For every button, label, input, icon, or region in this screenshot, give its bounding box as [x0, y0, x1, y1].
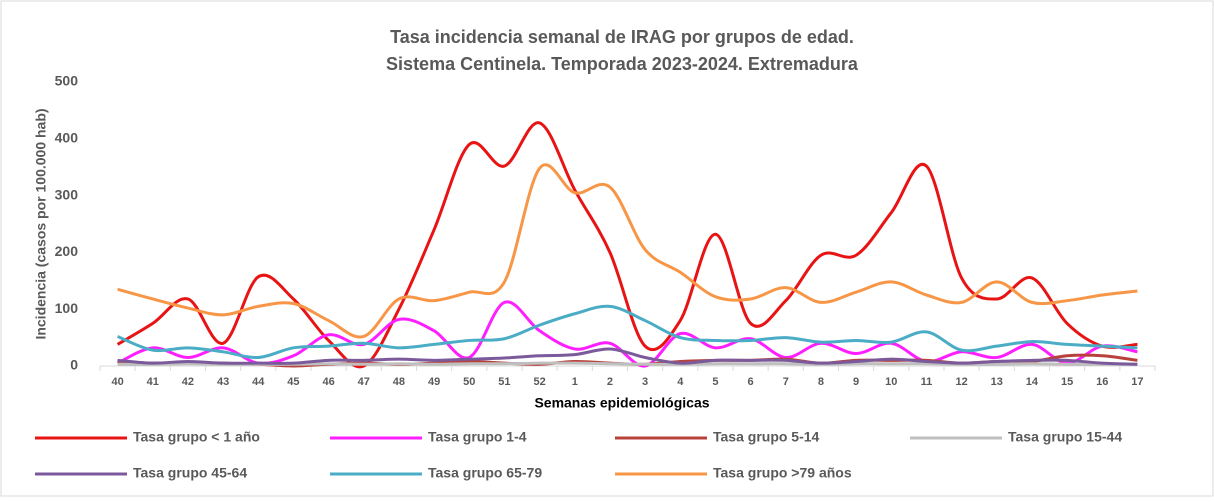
x-tick-label: 43 [217, 376, 229, 388]
series-line [116, 121, 1138, 369]
x-tick-label: 44 [252, 376, 265, 388]
series-line [117, 163, 1138, 339]
x-tick-label: 14 [1026, 376, 1039, 388]
legend-label: Tasa grupo 65-79 [428, 465, 542, 481]
x-tick-label: 3 [642, 376, 648, 388]
y-tick-label: 300 [55, 186, 79, 202]
x-tick-label: 48 [393, 376, 405, 388]
x-tick-label: 4 [677, 376, 684, 388]
x-tick-label: 1 [572, 376, 578, 388]
x-tick-label: 17 [1131, 376, 1143, 388]
x-tick-label: 6 [748, 376, 754, 388]
x-tick-label: 40 [111, 376, 123, 388]
legend-label: Tasa grupo 1-4 [428, 429, 527, 445]
x-tick-label: 52 [533, 376, 545, 388]
y-tick-label: 0 [70, 357, 78, 373]
x-tick-label: 47 [358, 376, 370, 388]
legend-label: Tasa grupo < 1 año [133, 429, 260, 445]
x-tick-label: 49 [428, 376, 440, 388]
y-tick-label: 200 [55, 243, 79, 259]
chart-title: Tasa incidencia semanal de IRAG por grup… [390, 27, 854, 47]
x-tick-label: 41 [147, 376, 159, 388]
x-tick-label: 45 [287, 376, 299, 388]
legend-label: Tasa grupo 45-64 [133, 465, 247, 481]
series-line [117, 304, 1138, 359]
x-tick-label: 5 [712, 376, 718, 388]
x-tick-label: 9 [853, 376, 859, 388]
x-tick-label: 13 [991, 376, 1003, 388]
y-axis-label: Incidencia (casos por 100.000 hab) [33, 108, 49, 339]
legend-label: Tasa grupo >79 años [713, 465, 852, 481]
x-tick-label: 16 [1096, 376, 1108, 388]
x-tick-label: 15 [1061, 376, 1073, 388]
legend-label: Tasa grupo 15-44 [1008, 429, 1122, 445]
legend-label: Tasa grupo 5-14 [713, 429, 820, 445]
x-axis-label: Semanas epidemiológicas [534, 395, 709, 411]
x-tick-label: 51 [498, 376, 510, 388]
x-tick-label: 50 [463, 376, 475, 388]
x-tick-label: 2 [607, 376, 613, 388]
x-tick-label: 42 [182, 376, 194, 388]
y-tick-label: 100 [55, 300, 79, 316]
x-tick-label: 12 [955, 376, 967, 388]
chart-subtitle: Sistema Centinela. Temporada 2023-2024. … [386, 54, 859, 74]
x-tick-label: 7 [783, 376, 789, 388]
x-tick-label: 46 [322, 376, 334, 388]
x-tick-label: 10 [885, 376, 897, 388]
y-tick-label: 400 [55, 130, 79, 146]
x-tick-label: 11 [921, 376, 933, 388]
y-tick-label: 500 [55, 73, 79, 89]
x-tick-label: 8 [818, 376, 824, 388]
series-line [117, 347, 1138, 366]
